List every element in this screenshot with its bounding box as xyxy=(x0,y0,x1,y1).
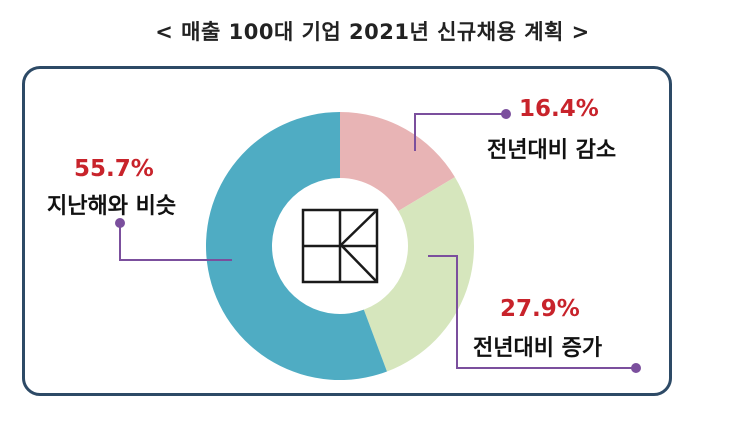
leader-similar-line xyxy=(119,223,232,261)
leader-similar-dot xyxy=(115,218,125,228)
slice-decrease xyxy=(340,112,455,212)
chart-frame xyxy=(22,66,672,396)
leader-decrease-dot xyxy=(501,109,511,119)
category-label-decrease: 전년대비 감소 xyxy=(487,138,617,163)
pct-label-increase: 27.9% xyxy=(500,296,580,322)
pct-label-decrease: 16.4% xyxy=(519,96,599,122)
slice-similar xyxy=(205,112,387,380)
leader-increase-line xyxy=(428,255,636,369)
leader-lines xyxy=(115,109,641,373)
leader-decrease-line xyxy=(414,113,506,151)
kcci-logo xyxy=(301,208,379,284)
slice-increase xyxy=(363,177,474,372)
chart-title: < 매출 100대 기업 2021년 신규채용 계획 > xyxy=(155,20,590,44)
leader-increase-dot xyxy=(631,363,641,373)
donut-slices xyxy=(205,112,474,380)
pct-label-similar: 55.7% xyxy=(74,156,154,182)
category-label-increase: 전년대비 증가 xyxy=(473,336,603,361)
category-label-similar: 지난해와 비슷 xyxy=(47,194,177,219)
